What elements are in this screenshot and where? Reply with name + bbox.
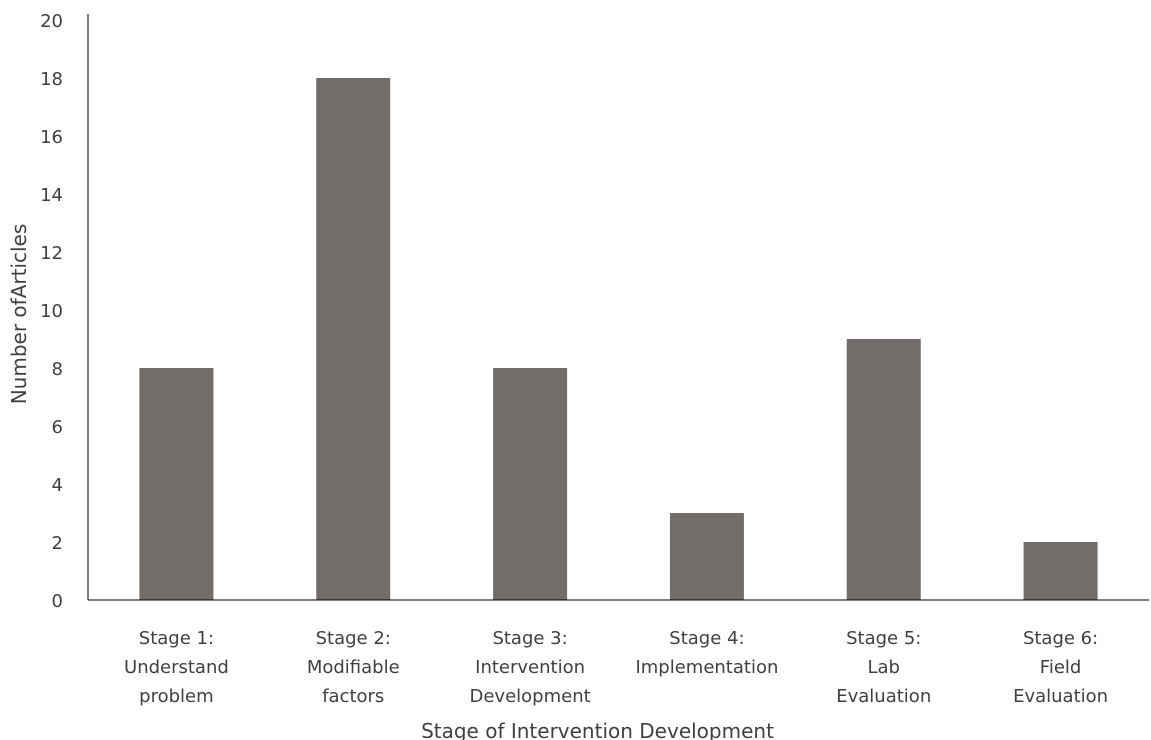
y-tick-label: 12 bbox=[40, 243, 63, 264]
y-tick-label: 20 bbox=[40, 11, 63, 32]
bar bbox=[316, 78, 391, 600]
x-tick-label-line: Stage 3: bbox=[492, 628, 567, 649]
x-tick-label: Stage 2: Modifiable factors bbox=[307, 628, 400, 707]
x-tick-label: Stage 3: Intervention Development bbox=[469, 628, 590, 707]
x-tick-label: Stage 6: Field Evaluation bbox=[1013, 628, 1108, 707]
y-tick-label: 0 bbox=[52, 591, 63, 612]
x-tick-label-line: Stage 5: bbox=[846, 628, 921, 649]
x-tick-label-line: Stage 4: bbox=[669, 628, 744, 649]
y-tick-label: 14 bbox=[40, 185, 63, 206]
x-tick-label-line: Understand bbox=[124, 657, 229, 678]
y-tick-label: 8 bbox=[52, 359, 63, 380]
x-tick-label-line: Stage 6: bbox=[1023, 628, 1098, 649]
y-tick-label: 4 bbox=[52, 475, 63, 496]
bar bbox=[846, 339, 921, 600]
x-tick-label: Stage 5: Lab Evaluation bbox=[836, 628, 931, 707]
x-tick-label-line: Evaluation bbox=[1013, 686, 1108, 707]
x-tick-label-line: Stage 2: bbox=[316, 628, 391, 649]
x-tick-label-line: Lab bbox=[868, 657, 900, 678]
bar bbox=[493, 368, 568, 600]
bar bbox=[139, 368, 214, 600]
y-tick-label: 2 bbox=[52, 533, 63, 554]
x-tick-label-line: Implementation bbox=[635, 657, 778, 678]
bar bbox=[669, 513, 744, 600]
x-tick-label-line: Development bbox=[469, 686, 590, 707]
x-tick-label-line: problem bbox=[139, 686, 213, 707]
y-axis-title: Number ofArticles bbox=[7, 224, 31, 405]
x-tick-label-line: Modifiable bbox=[307, 657, 400, 678]
y-tick-label: 16 bbox=[40, 127, 63, 148]
x-tick-labels: Stage 1: Understand problem Stage 2: Modifia… bbox=[124, 628, 1108, 707]
y-tick-label: 18 bbox=[40, 69, 63, 90]
x-tick-label: Stage 4: Implementation bbox=[635, 628, 778, 678]
x-axis-title: Stage of Intervention Development bbox=[421, 719, 774, 740]
x-tick-label-line: Evaluation bbox=[836, 686, 931, 707]
bar bbox=[1023, 542, 1098, 600]
x-tick-label-line: Intervention bbox=[475, 657, 585, 678]
x-tick-label-line: Stage 1: bbox=[139, 628, 214, 649]
y-tick-label: 10 bbox=[40, 301, 63, 322]
y-tick-label: 6 bbox=[52, 417, 63, 438]
y-tick-labels: 0 2 4 6 8 10 12 14 16 18 20 bbox=[40, 11, 63, 612]
bars-group bbox=[139, 78, 1098, 600]
x-tick-label: Stage 1: Understand problem bbox=[124, 628, 229, 707]
x-tick-label-line: Field bbox=[1040, 657, 1082, 678]
x-tick-label-line: factors bbox=[322, 686, 384, 707]
